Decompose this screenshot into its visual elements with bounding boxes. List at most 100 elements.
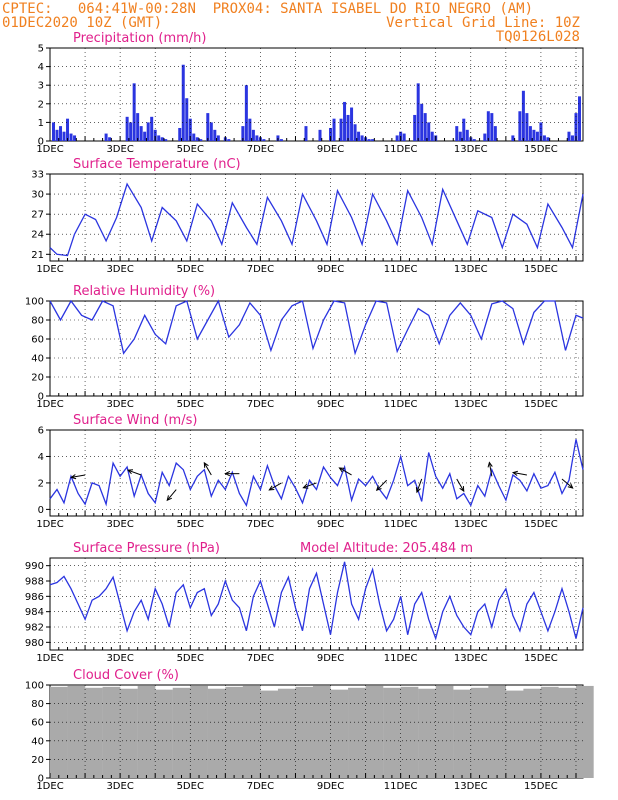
precip-bar [73, 135, 77, 141]
wind-arrow-head [70, 474, 77, 480]
cloud-bar [470, 687, 489, 778]
wind-arrow [488, 462, 493, 477]
y-tick-label: 20 [31, 755, 44, 766]
y-tick-label: 4 [38, 452, 44, 463]
y-tick-label: 20 [31, 373, 44, 384]
x-tick-label: 13DEC [454, 399, 488, 410]
panel-4: 0 2 4 6 1DEC 3DEC 5DEC 7DEC 9DEC 11DEC 13DEC 15DEC S… [36, 413, 584, 530]
wind-arrow-head [224, 471, 231, 477]
cloud-bar [330, 689, 349, 778]
y-tick-label: 100 [25, 681, 44, 692]
x-tick-label: 1DEC [36, 653, 63, 664]
precip-bar [192, 133, 196, 141]
y-tick-label: 60 [31, 718, 44, 729]
precip-bar [423, 113, 427, 141]
y-tick-label: 33 [31, 170, 44, 181]
precip-bar [416, 83, 420, 141]
y-tick-label: 24 [31, 230, 44, 241]
header-date: 01DEC2020 10Z (GMT) [2, 15, 163, 31]
x-tick-label: 15DEC [524, 653, 558, 664]
y-tick-label: 988 [25, 577, 44, 588]
x-tick-label: 1DEC [36, 264, 63, 275]
precip-bar [350, 107, 354, 141]
precip-bar [251, 129, 255, 141]
wind-arrow [376, 479, 387, 491]
cloud-bar [137, 685, 156, 778]
precip-bar [146, 122, 150, 141]
precip-bar [367, 139, 371, 141]
panel-frame [49, 300, 584, 397]
precip-bar [472, 139, 476, 141]
header-source: CPTEC: [2, 1, 53, 17]
y-tick-label: 986 [25, 592, 44, 603]
x-tick-label: 13DEC [454, 264, 488, 275]
precip-bar [402, 133, 406, 141]
header-grid-line: Vertical Grid Line: 10Z [386, 15, 580, 31]
x-tick-label: 5DEC [177, 781, 204, 792]
cloud-bar [120, 688, 138, 778]
precip-bar [465, 129, 469, 141]
x-tick-label: 3DEC [106, 264, 133, 275]
wind-arrow [513, 472, 527, 476]
precip-bar [164, 139, 168, 141]
precip-bar [195, 137, 199, 141]
cloud-bar [558, 687, 577, 778]
precip-bar [420, 103, 424, 141]
y-tick-label: 980 [25, 638, 44, 649]
y-tick-label: 6 [38, 426, 44, 437]
y-tick-label: 40 [31, 736, 44, 747]
precip-bar [185, 98, 189, 141]
wind-arrow-head [338, 467, 345, 473]
y-tick-label: 1 [38, 118, 44, 129]
y-tick-label: 990 [25, 561, 44, 572]
x-tick-label: 9DEC [317, 519, 344, 530]
cloud-bar [348, 687, 366, 778]
x-tick-label: 13DEC [454, 519, 488, 530]
precip-bar [427, 122, 431, 141]
precip-bar [542, 135, 546, 141]
x-tick-label: 15DEC [524, 781, 558, 792]
cloud-bar [383, 687, 401, 778]
x-tick-label: 11DEC [384, 519, 418, 530]
series-line [49, 561, 584, 641]
cloud-bar [67, 685, 86, 778]
x-tick-label: 7DEC [247, 653, 274, 664]
x-tick-label: 15DEC [524, 399, 558, 410]
precip-bar [199, 139, 203, 141]
precip-bar [59, 126, 63, 141]
y-tick-label: 4 [38, 62, 44, 73]
precip-bar [241, 126, 245, 141]
cloud-bar [207, 688, 226, 778]
wind-arrow-head [459, 486, 465, 493]
panel-frame [49, 173, 584, 262]
precip-bar [129, 122, 133, 141]
precip-bar [430, 131, 434, 141]
x-tick-label: 7DEC [247, 781, 274, 792]
x-tick-label: 11DEC [384, 653, 418, 664]
wind-arrow-head [126, 469, 134, 475]
precip-bar [188, 118, 192, 141]
precip-bar [262, 139, 266, 141]
cloud-bar [172, 687, 191, 778]
panel-title: Precipitation (mm/h) [73, 31, 206, 46]
panel-1: 0 1 2 3 4 5 1DEC 3DEC 5DEC 7DEC 9DEC 11DEC 13DEC 15DE… [36, 31, 584, 155]
precip-bar [318, 129, 322, 141]
precip-bar [525, 113, 529, 141]
x-tick-label: 5DEC [177, 653, 204, 664]
cloud-bar [277, 688, 296, 778]
precip-bar [395, 135, 399, 141]
wind-arrow [127, 469, 142, 476]
precip-bar [143, 131, 147, 141]
x-tick-label: 3DEC [106, 144, 133, 155]
x-tick-label: 5DEC [177, 144, 204, 155]
wind-arrow-head [487, 461, 493, 468]
precip-bar [577, 96, 581, 141]
x-tick-label: 11DEC [384, 144, 418, 155]
x-tick-label: 1DEC [36, 781, 63, 792]
panel-title: Surface Wind (m/s) [73, 413, 197, 428]
cloud-bar [505, 690, 524, 778]
precip-bar [493, 126, 497, 141]
precip-bar [346, 114, 350, 141]
precip-bar [332, 118, 336, 141]
